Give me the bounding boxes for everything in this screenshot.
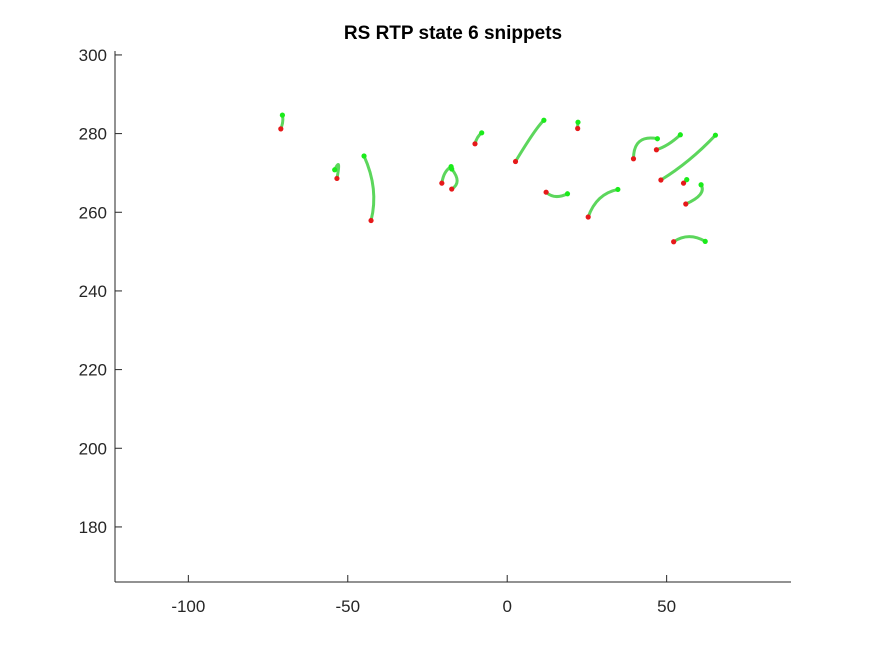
x-axis-ticks: -100 -50 0 50	[171, 575, 676, 616]
y-tick-label: 300	[79, 46, 107, 65]
snippet-start-point	[368, 217, 374, 224]
y-tick-label: 180	[79, 518, 107, 537]
snippet-end-point	[684, 177, 690, 183]
snippet-end-point	[541, 117, 547, 123]
snippet-end-point	[677, 132, 683, 138]
snippet-end-point	[615, 186, 621, 193]
snippet-start-point	[543, 189, 549, 195]
snippet-start-point	[575, 125, 581, 132]
snippet-start-point	[658, 177, 664, 183]
snippet-start-point	[683, 201, 689, 207]
snippet-path	[659, 133, 717, 182]
chart-title: RS RTP state 6 snippets	[344, 23, 562, 44]
y-tick-label: 260	[79, 203, 107, 222]
snippet-end-point	[702, 238, 708, 244]
snippet-end-point	[449, 166, 455, 172]
snippet-start-point	[472, 141, 478, 147]
snippet-end-point	[279, 112, 286, 118]
snippet-end-point	[654, 136, 660, 142]
snippet-end-point	[332, 167, 338, 173]
snippet-end-point	[698, 182, 704, 188]
snippet-path	[362, 154, 376, 223]
y-axis-ticks: 180 200 220 240 260 280 300	[79, 46, 122, 537]
snippet-start-point	[653, 147, 660, 153]
snippet-start-point	[439, 180, 445, 186]
y-tick-label: 240	[79, 282, 107, 301]
snippet-path	[631, 136, 659, 161]
y-tick-label: 220	[79, 361, 107, 380]
snippet-end-point	[479, 130, 485, 136]
snippet-start-point	[278, 126, 284, 132]
snippet-start-point	[630, 156, 637, 162]
x-tick-label: -50	[335, 597, 360, 616]
snippet-start-point	[449, 186, 455, 192]
y-tick-label: 280	[79, 125, 107, 144]
x-tick-label: 50	[657, 597, 676, 616]
snippet-path	[672, 235, 707, 244]
snippet-start-point	[334, 175, 340, 182]
snippet-path	[586, 187, 620, 219]
x-tick-label: -100	[171, 597, 205, 616]
snippet-end-point	[575, 119, 581, 125]
snippet-start-point	[671, 239, 677, 245]
snippet-series-group	[278, 112, 719, 245]
plot-area	[115, 51, 791, 582]
snippet-end-point	[361, 153, 367, 159]
snippet-start-point	[680, 180, 687, 186]
snippet-start-point	[512, 158, 519, 165]
x-tick-label: 0	[502, 597, 511, 616]
snippet-start-point	[585, 214, 591, 220]
snippet-end-point	[712, 132, 719, 138]
snippet-end-point	[564, 191, 571, 197]
y-tick-label: 200	[79, 439, 107, 458]
